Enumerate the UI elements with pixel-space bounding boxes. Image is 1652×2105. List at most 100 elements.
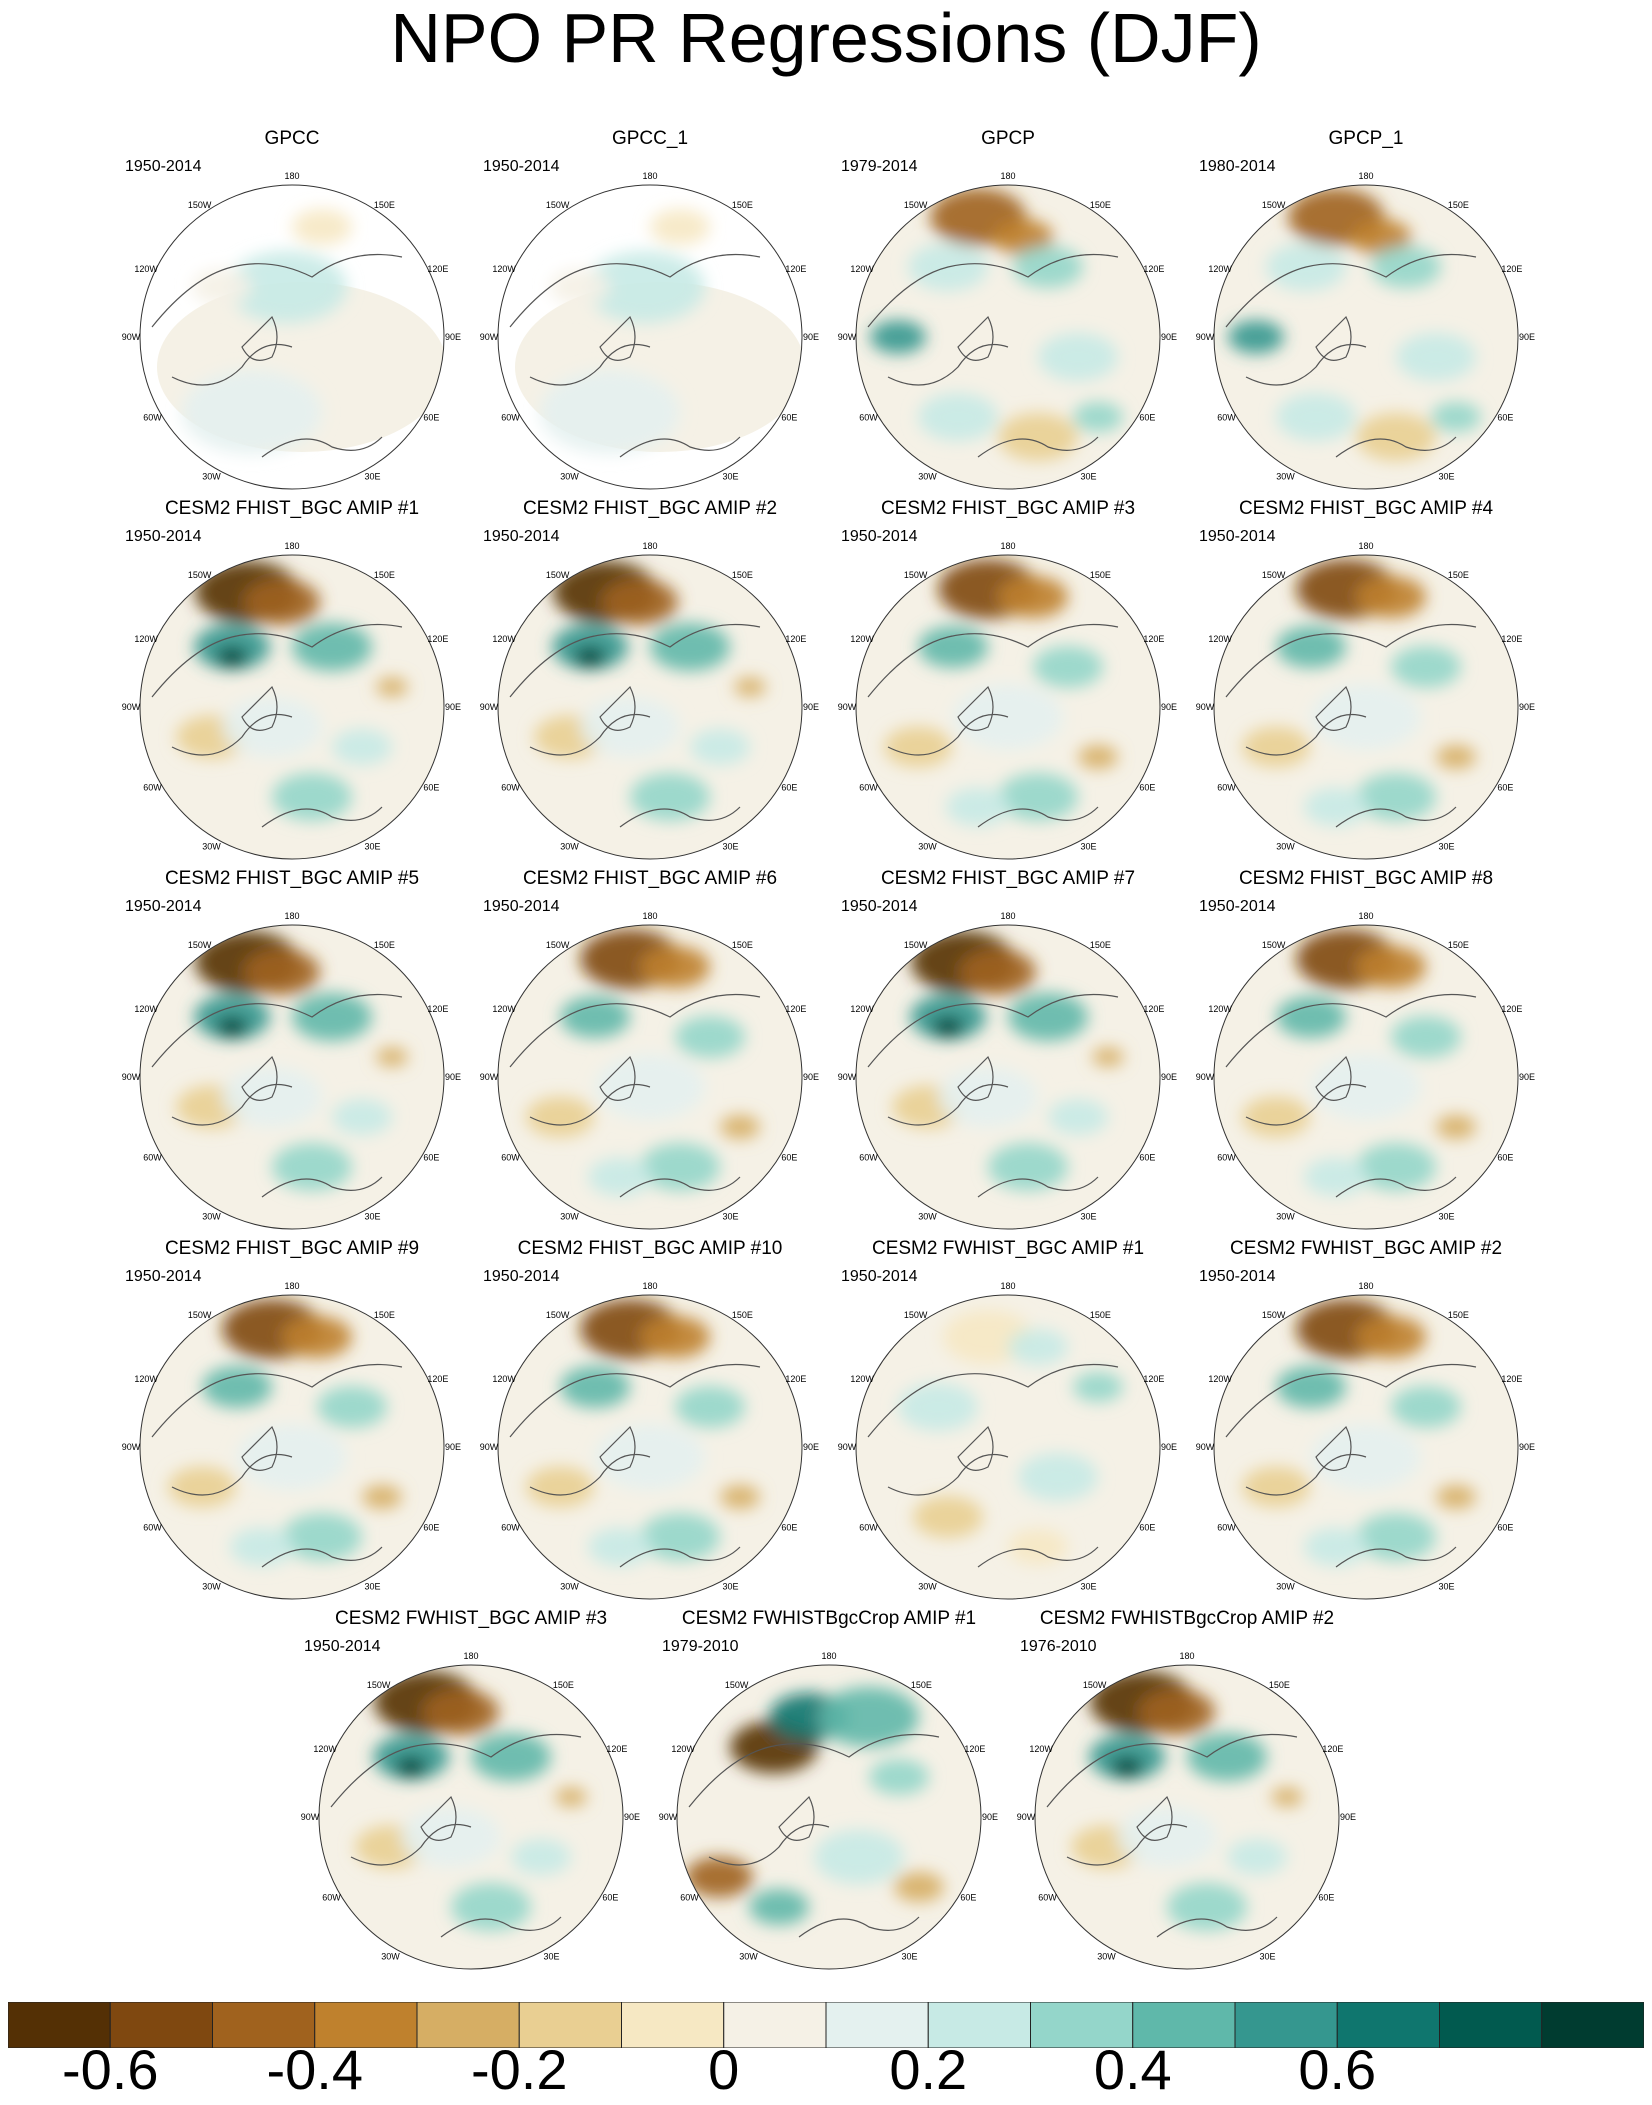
colorbar-tick-label: -0.4 bbox=[266, 2038, 364, 2101]
longitude-label: 150W bbox=[367, 1680, 391, 1690]
longitude-label: 30E bbox=[722, 1581, 738, 1591]
longitude-label: 90W bbox=[122, 702, 141, 712]
panel-period: 1950-2014 bbox=[483, 1268, 560, 1285]
longitude-label: 150E bbox=[374, 200, 395, 210]
panel-title: CESM2 FWHIST_BGC AMIP #2 bbox=[1229, 1238, 1503, 1259]
longitude-label: 90W bbox=[1196, 1072, 1215, 1082]
anomaly-field bbox=[998, 773, 1078, 821]
map-boundary bbox=[497, 184, 803, 490]
longitude-label: 60E bbox=[781, 783, 797, 793]
longitude-label: 150E bbox=[1448, 200, 1469, 210]
panel-title: CESM2 FHIST_BGC AMIP #1 bbox=[164, 498, 420, 519]
polar-map: 180150E120E90E60E30E030W60W90W120W150W bbox=[122, 911, 461, 1230]
longitude-label: 90W bbox=[480, 1442, 499, 1452]
longitude-label: 30W bbox=[202, 1211, 221, 1221]
longitude-label: 150W bbox=[1083, 1680, 1107, 1690]
longitude-label: 90W bbox=[1196, 1442, 1215, 1452]
anomaly-field bbox=[540, 370, 680, 454]
panel-period: 1950-2014 bbox=[125, 158, 202, 175]
longitude-label: 180 bbox=[1358, 541, 1373, 551]
anomaly-field bbox=[168, 1466, 236, 1508]
coastline bbox=[1225, 254, 1477, 458]
anomaly-field bbox=[1242, 1096, 1310, 1138]
anomaly-field bbox=[685, 1856, 753, 1898]
longitude-label: 30E bbox=[1438, 1581, 1454, 1591]
longitude-label: 90E bbox=[803, 332, 819, 342]
longitude-label: 30W bbox=[202, 1581, 221, 1591]
longitude-label: 60W bbox=[322, 1893, 341, 1903]
anomaly-field bbox=[1167, 1883, 1247, 1931]
colorbar-swatch bbox=[723, 2002, 827, 2048]
map-panel: CESM2 FHIST_BGC AMIP #9 1950-2014 180 150E 1… bbox=[117, 1238, 467, 1600]
map-panel: CESM2 FWHISTBgcCrop AMIP #1 1979-2010 180 1… bbox=[654, 1608, 1004, 1970]
longitude-label: 180 bbox=[1000, 1281, 1015, 1291]
longitude-label: 30E bbox=[364, 841, 380, 851]
longitude-label: 120W bbox=[492, 1004, 516, 1014]
longitude-label: 90E bbox=[1340, 1812, 1356, 1822]
map-boundary bbox=[139, 924, 445, 1230]
panel-title: CESM2 FHIST_BGC AMIP #5 bbox=[164, 868, 420, 889]
anomaly-field bbox=[650, 209, 710, 245]
longitude-label: 150E bbox=[1090, 200, 1111, 210]
longitude-label: 120W bbox=[850, 1004, 874, 1014]
longitude-label: 90E bbox=[1519, 702, 1535, 712]
longitude-label: 90W bbox=[301, 1812, 320, 1822]
longitude-label: 150W bbox=[725, 1680, 749, 1690]
anomaly-field bbox=[1356, 413, 1436, 461]
longitude-label: 30W bbox=[918, 1211, 937, 1221]
anomaly-field bbox=[1356, 1143, 1436, 1191]
longitude-label: 30W bbox=[1276, 1211, 1295, 1221]
anomaly-field bbox=[1356, 946, 1426, 988]
anomaly-field bbox=[227, 251, 347, 323]
anomaly-field bbox=[1271, 1787, 1303, 1807]
anomaly-field bbox=[630, 773, 710, 821]
anomaly-field bbox=[216, 1017, 248, 1037]
polar-map: 180150E120E90E60E30E030W60W90W120W150W bbox=[1017, 1651, 1356, 1970]
anomaly-field bbox=[292, 209, 352, 245]
anomaly-field bbox=[814, 1830, 904, 1884]
coastline bbox=[1225, 1364, 1477, 1568]
anomaly-field bbox=[1008, 1529, 1068, 1565]
anomaly-field bbox=[720, 1485, 760, 1509]
longitude-label: 60W bbox=[680, 1893, 699, 1903]
panel-title: CESM2 FHIST_BGC AMIP #10 bbox=[517, 1238, 783, 1259]
longitude-label: 60E bbox=[1139, 783, 1155, 793]
longitude-label: 150W bbox=[188, 1310, 212, 1320]
panel-period: 1950-2014 bbox=[483, 528, 560, 545]
panel-title: CESM2 FHIST_BGC AMIP #8 bbox=[1238, 868, 1494, 889]
longitude-label: 60E bbox=[423, 1153, 439, 1163]
colorbar-swatch bbox=[825, 2002, 929, 2048]
panel-period: 1979-2014 bbox=[841, 158, 918, 175]
longitude-label: 30W bbox=[1276, 1581, 1295, 1591]
anomaly-field bbox=[1187, 1733, 1267, 1781]
longitude-label: 60E bbox=[781, 413, 797, 423]
longitude-label: 180 bbox=[1358, 171, 1373, 181]
longitude-label: 90E bbox=[803, 702, 819, 712]
longitude-label: 60E bbox=[1497, 413, 1513, 423]
longitude-label: 120E bbox=[785, 634, 806, 644]
anomaly-field bbox=[1139, 1689, 1215, 1735]
longitude-label: 60E bbox=[960, 1893, 976, 1903]
longitude-label: 30E bbox=[722, 1211, 738, 1221]
longitude-label: 120E bbox=[964, 1744, 985, 1754]
colorbar-swatch bbox=[8, 2002, 111, 2048]
map-boundary bbox=[855, 924, 1161, 1230]
longitude-label: 30E bbox=[1438, 841, 1454, 851]
anomaly-field bbox=[870, 320, 926, 354]
longitude-label: 60W bbox=[859, 413, 878, 423]
longitude-label: 60W bbox=[1217, 413, 1236, 423]
coastline bbox=[688, 1734, 940, 1938]
polar-map: 180150E120E90E60E30E030W60W90W120W150W bbox=[838, 911, 1177, 1230]
map-panel: CESM2 FHIST_BGC AMIP #3 1950-2014 180 150E 1… bbox=[833, 498, 1183, 860]
polar-map: 180150E120E90E60E30E030W60W90W120W150W bbox=[1196, 541, 1535, 860]
longitude-label: 30E bbox=[1080, 1581, 1096, 1591]
map-panel: CESM2 FWHIST_BGC AMIP #1 1950-2014 180 150E… bbox=[833, 1238, 1183, 1600]
colorbar-tick-label: 0.6 bbox=[1298, 2038, 1377, 2101]
anomaly-field bbox=[244, 579, 320, 625]
anomaly-field bbox=[690, 729, 750, 765]
longitude-label: 150E bbox=[1269, 1680, 1290, 1690]
panel-period: 1950-2014 bbox=[1199, 528, 1276, 545]
anomaly-field bbox=[1008, 993, 1088, 1041]
longitude-label: 60W bbox=[859, 1523, 878, 1533]
map-boundary bbox=[1034, 1664, 1340, 1970]
